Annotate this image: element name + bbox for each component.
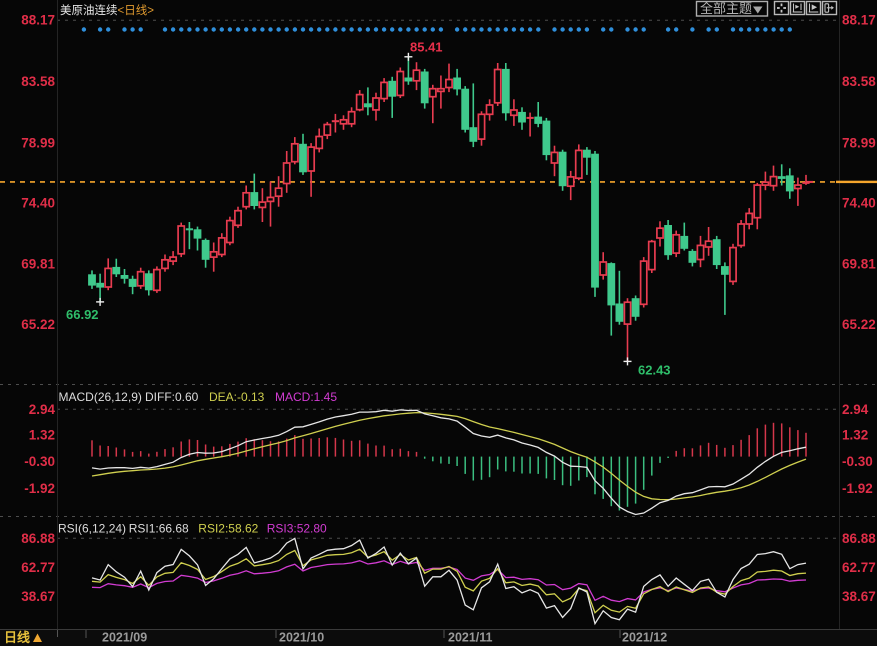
- svg-text:-0.30: -0.30: [24, 454, 55, 469]
- svg-text:86.88: 86.88: [842, 531, 876, 546]
- svg-text:62.77: 62.77: [842, 560, 876, 575]
- svg-text:38.67: 38.67: [21, 589, 55, 604]
- svg-text:62.77: 62.77: [21, 560, 55, 575]
- svg-text:83.58: 83.58: [21, 74, 55, 89]
- svg-text:RSI1:66.68: RSI1:66.68: [129, 522, 189, 536]
- svg-text:日线: 日线: [4, 630, 30, 645]
- svg-text:2021/11: 2021/11: [448, 631, 493, 645]
- svg-text:RSI(6,12,24): RSI(6,12,24): [58, 522, 126, 536]
- svg-text:74.40: 74.40: [21, 196, 55, 211]
- svg-text:83.58: 83.58: [842, 74, 876, 89]
- svg-text:1.32: 1.32: [29, 428, 55, 443]
- svg-text:69.81: 69.81: [21, 256, 55, 271]
- svg-text:65.22: 65.22: [21, 317, 55, 332]
- svg-text:MACD(26,12,9): MACD(26,12,9): [59, 390, 142, 404]
- svg-text:88.17: 88.17: [842, 13, 876, 28]
- svg-text:78.99: 78.99: [842, 135, 876, 150]
- svg-text:2021/09: 2021/09: [102, 631, 147, 645]
- svg-text:-1.92: -1.92: [842, 481, 873, 496]
- svg-text:美原油连续: 美原油连续: [60, 3, 118, 17]
- svg-text:2.94: 2.94: [29, 402, 56, 417]
- svg-text:-0.30: -0.30: [842, 454, 873, 469]
- svg-text:66.92: 66.92: [66, 307, 99, 322]
- svg-text:78.99: 78.99: [21, 135, 55, 150]
- svg-text:DIFF:0.60: DIFF:0.60: [145, 390, 199, 404]
- svg-text:DEA:-0.13: DEA:-0.13: [209, 390, 265, 404]
- svg-text:69.81: 69.81: [842, 256, 876, 271]
- svg-text:2.94: 2.94: [842, 402, 869, 417]
- svg-text:2021/10: 2021/10: [279, 631, 324, 645]
- svg-text:RSI2:58.62: RSI2:58.62: [198, 522, 258, 536]
- svg-text:全部主题: 全部主题: [700, 1, 752, 16]
- svg-text:62.43: 62.43: [638, 363, 671, 378]
- svg-text:RSI3:52.80: RSI3:52.80: [267, 522, 327, 536]
- svg-text:1.32: 1.32: [842, 428, 868, 443]
- svg-text:88.17: 88.17: [21, 13, 55, 28]
- svg-text:86.88: 86.88: [21, 531, 55, 546]
- svg-text:38.67: 38.67: [842, 589, 876, 604]
- svg-text:-1.92: -1.92: [24, 481, 55, 496]
- svg-text:74.40: 74.40: [842, 196, 876, 211]
- svg-text:2021/12: 2021/12: [622, 631, 667, 645]
- svg-text:<日线>: <日线>: [118, 3, 155, 17]
- svg-text:65.22: 65.22: [842, 317, 876, 332]
- svg-text:85.41: 85.41: [410, 40, 443, 55]
- svg-text:MACD:1.45: MACD:1.45: [275, 390, 337, 404]
